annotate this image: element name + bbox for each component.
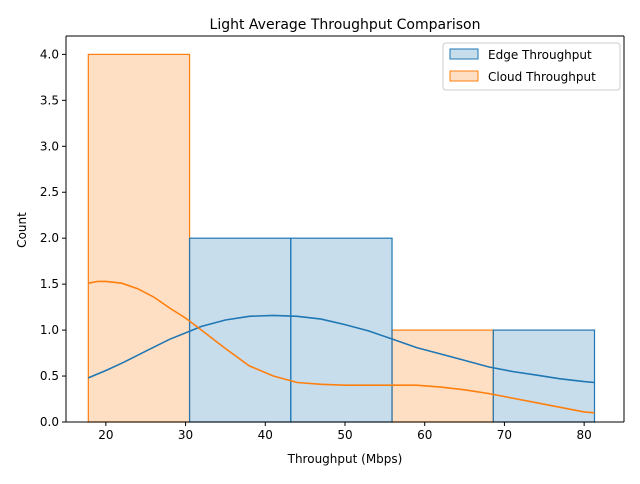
legend-swatch-cloud — [449, 70, 479, 82]
y-tick-label: 0.5 — [40, 369, 59, 383]
x-tick-label: 40 — [258, 428, 273, 442]
x-tick-label: 50 — [337, 428, 352, 442]
x-tick-label: 80 — [577, 428, 592, 442]
legend-label-cloud: Cloud Throughput — [488, 70, 596, 84]
x-tick-label: 70 — [497, 428, 512, 442]
ticks-layer: 20 30 40 50 60 70 80 0.0 0.5 1.0 1.5 2.0 2.5 3.0 3.5 4.… — [40, 47, 592, 442]
kde-line-cloud — [88, 280, 595, 414]
x-tick-label: 30 — [178, 428, 193, 442]
y-tick-label: 2.0 — [40, 231, 59, 245]
x-tick-label: 20 — [98, 428, 113, 442]
legend-frame — [442, 42, 621, 91]
y-tick-label: 1.0 — [40, 323, 59, 337]
kde-layer — [87, 280, 595, 414]
kde-line-edge — [87, 314, 595, 384]
y-tick-label: 2.5 — [40, 185, 59, 199]
bar-edge-2 — [290, 237, 393, 423]
x-axis-label: Throughput (Mbps) — [287, 452, 403, 466]
y-tick-label: 3.5 — [40, 93, 59, 107]
y-tick-label: 4.0 — [40, 47, 59, 61]
y-tick-label: 3.0 — [40, 139, 59, 153]
chart-title: Light Average Throughput Comparison — [210, 17, 481, 33]
y-tick-label: 1.5 — [40, 277, 59, 291]
y-tick-label: 0.0 — [40, 415, 59, 429]
bars-layer — [87, 53, 596, 423]
bar-cloud-0 — [87, 53, 191, 423]
legend: Edge Throughput Cloud Throughput — [442, 42, 621, 91]
legend-swatch-edge — [449, 48, 479, 60]
bar-edge-1 — [188, 237, 292, 423]
legend-label-edge: Edge Throughput — [488, 48, 592, 62]
x-tick-label: 60 — [417, 428, 432, 442]
y-axis-label: Count — [15, 212, 29, 248]
